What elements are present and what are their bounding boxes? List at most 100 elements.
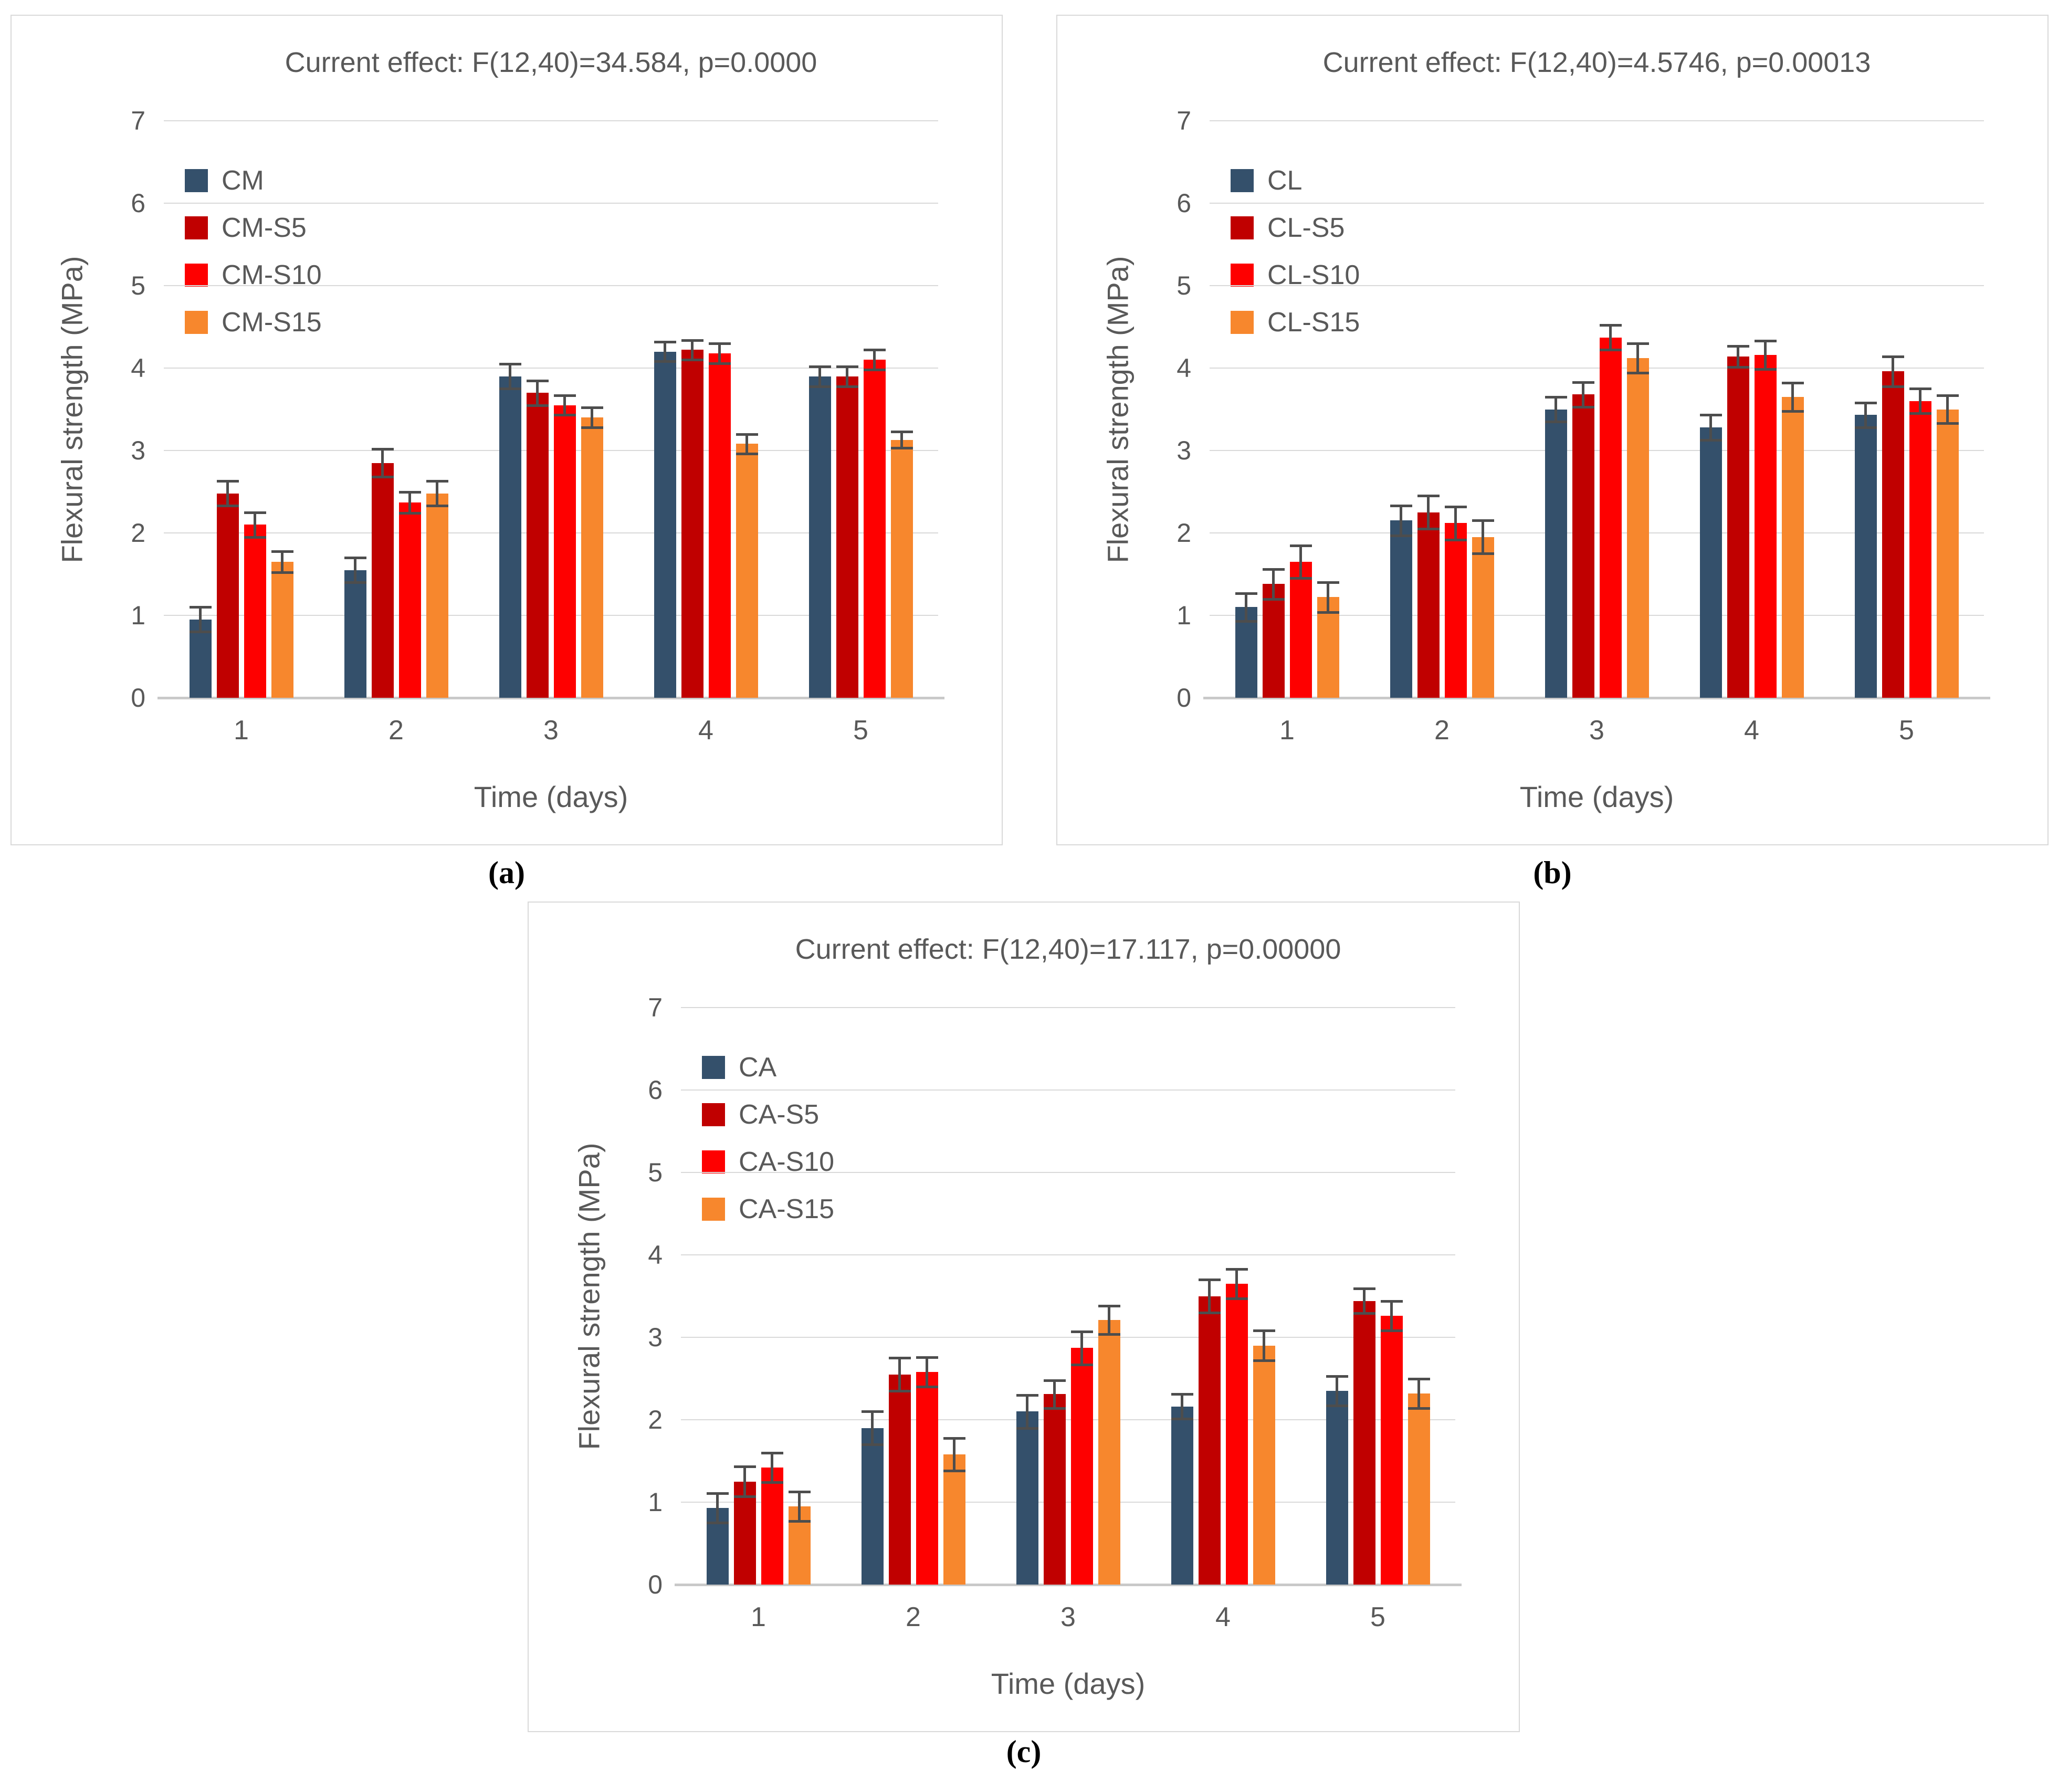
x-tick-label: 2: [1434, 715, 1450, 746]
x-tick-label: 2: [388, 715, 404, 746]
bar: [1070, 1348, 1093, 1585]
legend-label: CL: [1267, 165, 1303, 196]
error-bar-cap-bottom: [654, 360, 676, 363]
error-bar-cap-top: [1070, 1330, 1093, 1333]
y-tick-label: 5: [131, 271, 145, 300]
bar: [398, 502, 421, 698]
bar: [1599, 337, 1622, 698]
gridline: [1210, 615, 1984, 616]
gridline: [164, 368, 938, 369]
bar: [1545, 409, 1567, 698]
error-bar-line: [1390, 1301, 1393, 1331]
bar: [836, 376, 858, 698]
bar: [1016, 1411, 1038, 1585]
error-bar-line: [1363, 1288, 1366, 1314]
error-bar-cap-bottom: [1472, 552, 1494, 556]
error-bar-cap-top: [1043, 1379, 1066, 1382]
y-tick-label: 4: [1177, 353, 1191, 383]
bar: [1390, 520, 1412, 698]
error-bar-cap-bottom: [1198, 1311, 1221, 1314]
error-bar-line: [281, 551, 283, 573]
gridline: [1210, 450, 1984, 451]
legend-swatch-icon: [185, 216, 208, 239]
error-bar-cap-top: [1380, 1300, 1403, 1303]
error-bar-cap-bottom: [1262, 598, 1285, 601]
legend-item: CL-S5: [1231, 212, 1360, 244]
error-bar-cap-top: [654, 340, 676, 343]
error-bar-cap-top: [581, 406, 603, 410]
chart-title: Current effect: F(12,40)=17.117, p=0.000…: [795, 934, 1341, 965]
error-bar-cap-top: [761, 1451, 783, 1454]
legend-item: CM: [185, 164, 322, 197]
x-tick-label: 1: [234, 715, 249, 746]
x-tick-label: 2: [906, 1602, 921, 1632]
bar: [1353, 1301, 1375, 1585]
legend-item: CM-S15: [185, 306, 322, 339]
legend-swatch-icon: [1231, 311, 1254, 334]
bar: [733, 1481, 756, 1585]
error-bar-line: [1181, 1394, 1183, 1419]
error-bar-line: [953, 1438, 955, 1471]
error-bar-cap-top: [244, 511, 266, 514]
error-bar-cap-top: [861, 1410, 884, 1413]
y-tick-label: 6: [131, 188, 145, 218]
error-bar-cap-bottom: [426, 505, 448, 508]
bar: [1326, 1391, 1348, 1585]
legend-swatch-icon: [702, 1198, 725, 1221]
error-bar-line: [1417, 1378, 1420, 1409]
error-bar-cap-bottom: [863, 369, 886, 372]
bar: [553, 405, 576, 698]
error-bar-cap-bottom: [1289, 577, 1312, 580]
legend-item: CL: [1231, 164, 1360, 197]
legend-item: CA: [702, 1051, 834, 1084]
y-tick-label: 3: [648, 1323, 663, 1352]
x-axis-line: [1203, 697, 1990, 699]
error-bar-line: [664, 341, 666, 362]
bar: [863, 360, 886, 698]
x-tick-label: 1: [1279, 715, 1295, 746]
error-bar-cap-top: [499, 363, 521, 366]
y-tick-label: 0: [648, 1570, 663, 1599]
error-bar-cap-bottom: [788, 1520, 811, 1523]
legend-label: CA-S5: [739, 1099, 820, 1130]
x-tick-label: 5: [1370, 1602, 1385, 1632]
gridline: [164, 450, 938, 451]
error-bar-cap-top: [216, 480, 239, 483]
error-bar-line: [898, 1358, 901, 1391]
error-bar-cap-bottom: [888, 1390, 911, 1393]
error-bar-line: [1245, 593, 1247, 621]
x-axis-line: [157, 697, 944, 699]
error-bar-line: [1946, 395, 1949, 424]
error-bar-cap-top: [943, 1437, 965, 1440]
y-tick-label: 4: [131, 353, 145, 383]
x-tick-label: 3: [543, 715, 559, 746]
error-bar-line: [1919, 389, 1921, 414]
error-bar-cap-top: [1353, 1287, 1375, 1291]
x-tick-label: 5: [1899, 715, 1914, 746]
error-bar-cap-bottom: [1225, 1297, 1248, 1301]
error-bar-line: [743, 1466, 746, 1496]
bar: [1754, 354, 1777, 698]
chart-panel-a: Current effect: F(12,40)=34.584, p=0.000…: [10, 15, 1003, 845]
gridline: [164, 203, 938, 204]
error-bar-line: [1263, 1330, 1265, 1360]
error-bar-line: [1235, 1269, 1238, 1299]
legend-label: CL-S10: [1267, 260, 1360, 290]
error-bar-line: [1454, 506, 1457, 540]
bar: [888, 1374, 911, 1585]
error-bar-line: [846, 366, 848, 386]
y-tick-label: 2: [131, 518, 145, 548]
error-bar-cap-bottom: [1572, 405, 1594, 408]
legend-item: CM-S10: [185, 259, 322, 291]
error-bar-cap-top: [553, 394, 576, 397]
error-bar-cap-top: [1262, 568, 1285, 571]
error-bar-cap-top: [371, 447, 394, 450]
bar: [1699, 427, 1722, 698]
error-bar-cap-bottom: [733, 1495, 756, 1498]
legend-item: CA-S10: [702, 1146, 834, 1178]
error-bar-cap-top: [426, 480, 448, 483]
error-bar-cap-top: [1235, 592, 1257, 595]
error-bar-cap-top: [1909, 387, 1931, 391]
bar: [1936, 409, 1959, 698]
error-bar-line: [798, 1491, 801, 1522]
